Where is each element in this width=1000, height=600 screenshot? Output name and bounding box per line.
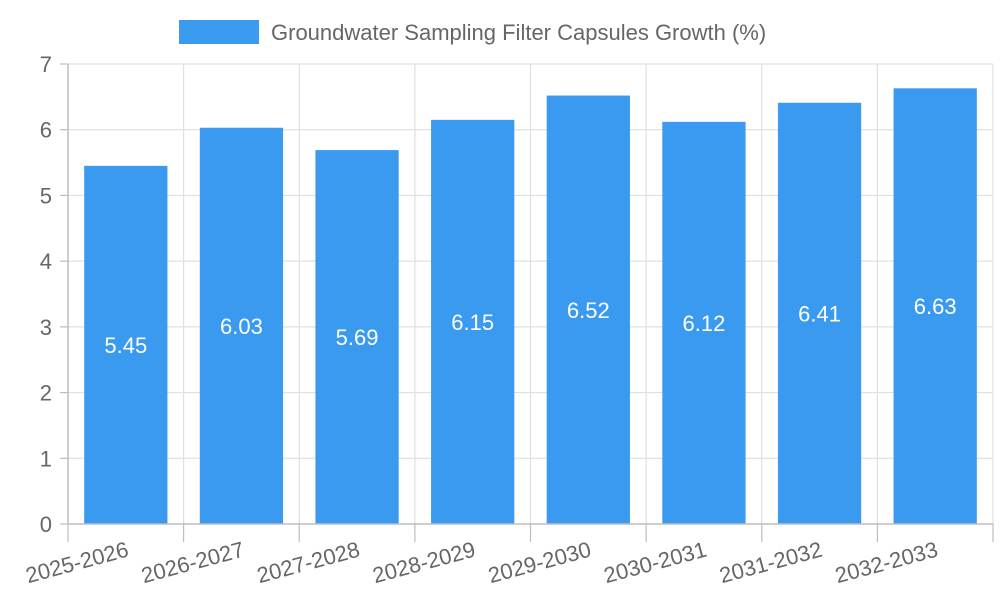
- y-tick-label: 0: [40, 512, 52, 537]
- x-tick-label: 2032-2033: [832, 537, 940, 588]
- y-tick-label: 1: [40, 446, 52, 471]
- data-label: 5.69: [336, 325, 379, 350]
- data-label: 6.12: [683, 311, 726, 336]
- y-tick-label: 3: [40, 315, 52, 340]
- legend-swatch: [179, 20, 259, 44]
- y-tick-label: 2: [40, 381, 52, 406]
- legend-label: Groundwater Sampling Filter Capsules Gro…: [271, 20, 766, 45]
- x-tick-label: 2025-2026: [23, 537, 131, 588]
- data-label: 5.45: [104, 333, 147, 358]
- bar[interactable]: [431, 119, 515, 524]
- bar[interactable]: [662, 121, 746, 524]
- bar[interactable]: [315, 150, 399, 525]
- data-label: 6.63: [914, 294, 957, 319]
- x-tick-label: 2029-2030: [486, 537, 594, 588]
- bar[interactable]: [893, 88, 977, 525]
- data-label: 6.52: [567, 298, 610, 323]
- x-tick-label: 2027-2028: [254, 537, 362, 588]
- x-tick-label: 2026-2027: [139, 537, 247, 588]
- bar[interactable]: [546, 95, 630, 525]
- data-labels: 5.45 6.03 5.69 6.15 6.52 6.12 6.41 6.63: [104, 294, 956, 358]
- data-label: 6.15: [451, 310, 494, 335]
- y-tick-label: 6: [40, 118, 52, 143]
- y-tick-label: 7: [40, 52, 52, 77]
- data-label: 6.03: [220, 314, 263, 339]
- x-tick-label: 2031-2032: [717, 537, 825, 588]
- y-tick-label: 5: [40, 183, 52, 208]
- bar[interactable]: [84, 165, 168, 524]
- legend[interactable]: Groundwater Sampling Filter Capsules Gro…: [179, 20, 766, 45]
- bar[interactable]: [777, 102, 862, 525]
- bar-series: [84, 88, 977, 525]
- bar[interactable]: [199, 127, 284, 524]
- data-label: 6.41: [798, 301, 841, 326]
- y-tick-label: 4: [40, 249, 52, 274]
- x-tick-label: 2028-2029: [370, 537, 478, 588]
- x-tick-label: 2030-2031: [601, 537, 709, 588]
